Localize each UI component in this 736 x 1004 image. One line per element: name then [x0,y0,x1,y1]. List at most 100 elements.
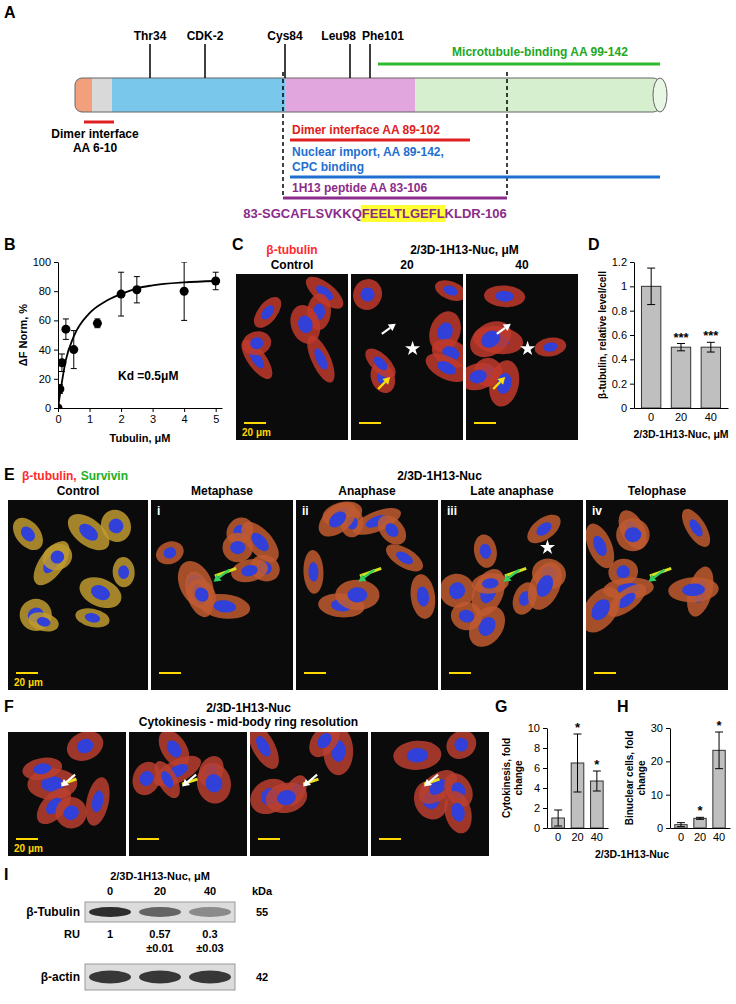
cell [521,557,569,615]
y-tick-label: 0.8 [612,305,627,317]
highlight [361,205,446,222]
y-axis-title: Cytokinesis, foldchange [501,738,524,818]
nucleus [682,583,705,597]
nucleus [106,516,126,536]
nucleus [458,609,476,624]
scale-bar [16,838,38,840]
nucleus [543,341,559,353]
x-axis-title: Tubulin, μM [110,432,171,444]
scale-bar [258,838,280,840]
sequence: 83-SGCAFLSVKKQ [243,206,361,221]
arrow-shaft [382,328,390,334]
y-tick-mark [666,728,670,729]
band [139,907,181,917]
image-label: Late anaphase [470,484,554,498]
ru-value: 1 [107,928,113,940]
x-tick: 20 [571,831,583,843]
lane-label: 40 [204,885,216,897]
nucleus [32,762,52,776]
cytoplasm [466,359,500,394]
x-tick-mark [121,408,122,412]
x-tick: 0 [678,831,684,843]
arrow-shaft [187,775,196,782]
arrow-head [382,377,390,385]
scale-bar [359,422,381,424]
cell [615,517,650,552]
cytoplasm [586,580,628,640]
import-line [290,176,660,179]
band [89,971,131,984]
region-label: Nuclear import, AA 89-142, [292,145,444,159]
y-tick-mark [543,808,547,809]
y-tick: 1 [621,280,634,292]
cell [471,572,510,595]
y-tick-label: 0.2 [612,378,627,390]
cell [263,779,310,817]
cytoplasm [8,512,49,556]
scale-bar [379,838,401,840]
point [93,319,102,328]
y-tick-label: 20 [651,755,663,767]
cytoplasm [335,579,380,610]
star [540,540,555,554]
x-tick: 3 [150,408,156,425]
cell [441,570,479,612]
error-bar [707,342,715,352]
x-tick-label: 40 [705,411,717,423]
peptide-line [283,197,507,200]
nucleus [347,587,367,602]
y-tick-mark [543,768,547,769]
cell [50,792,92,834]
band-label: β-actin [41,970,80,984]
arrow-shaft [654,570,664,578]
site-label: Leu98 [321,29,356,43]
arrow-head [388,324,396,331]
arrow-shaft [66,775,75,782]
nucleus [358,285,376,303]
y-tick-mark [666,761,670,762]
cytoplasm [521,557,569,615]
nucleus [452,735,471,754]
nucleus [308,562,319,582]
bars [641,268,720,408]
panel-letter: F [4,698,14,715]
cell [392,739,442,771]
x-axis-line [59,408,223,409]
band [189,907,231,917]
y-title-group: Binuclear cells, foldchange [624,731,647,825]
error-bar [677,344,685,351]
arrow-shaft [429,775,438,782]
y-tick: 60 [39,314,58,326]
panel-letter: E [4,466,15,483]
cell [372,510,412,550]
x-tick-label: 40 [713,831,725,843]
cell [586,580,628,640]
y-tick-mark [630,262,634,263]
nucleus [383,521,402,540]
cytoplasm [74,605,112,630]
cell [74,605,112,630]
bars [552,734,603,828]
panel-letter: G [495,698,507,715]
y-tick-label: 40 [39,344,51,356]
y-tick: 0.2 [612,378,634,390]
y-tick: 20 [39,373,58,385]
cytoplasm [303,550,325,595]
panel-letter: D [588,236,600,253]
arrow-head [61,779,69,787]
cytoplasm [62,732,108,766]
cytoplasm [193,760,234,807]
micrograph [441,500,583,690]
nucleus [416,586,431,608]
image-background [8,732,126,856]
nucleus [18,524,38,544]
channel-label: Survivin [81,469,128,483]
cell [522,509,565,549]
x-axis: 02040 [635,409,729,423]
site-tick [204,44,206,78]
nucleus [624,527,641,543]
x-tick-label: 20 [571,831,583,843]
y-tick-label: 0 [621,402,627,414]
panel-letter: I [4,866,8,883]
error-bar [554,810,562,826]
